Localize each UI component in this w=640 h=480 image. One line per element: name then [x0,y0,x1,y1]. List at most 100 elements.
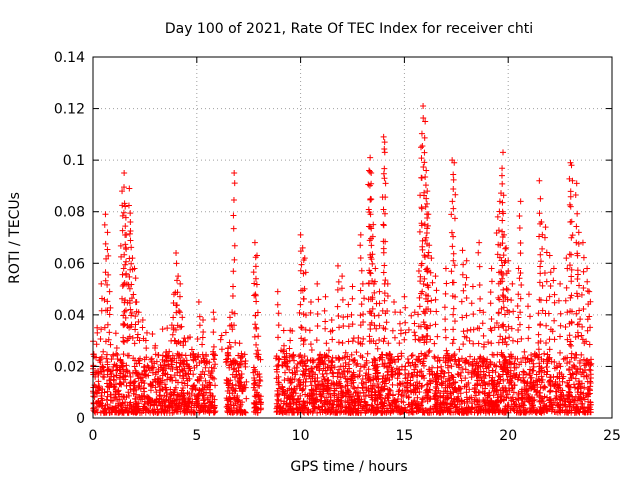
data-point [349,377,356,384]
data-point [450,171,457,178]
data-point [534,378,541,385]
data-point [450,205,457,212]
data-point [477,353,484,360]
data-point [138,379,145,386]
data-point [357,287,364,294]
data-point [520,409,527,416]
data-point [281,354,288,361]
data-point [250,364,257,371]
data-point [545,310,552,317]
data-point [124,352,131,359]
data-point [491,385,498,392]
data-point [421,149,428,156]
data-point [380,372,387,379]
data-point [339,390,346,397]
data-point [539,407,546,414]
data-point [358,301,365,308]
data-point [338,398,345,405]
data-point [157,393,164,400]
data-point [195,392,202,399]
data-point [502,245,509,252]
data-point [411,320,418,327]
data-point [357,312,364,319]
data-point [119,409,126,416]
data-point [208,399,215,406]
data-point [411,398,418,405]
data-point [309,375,316,382]
grid-lines [93,57,612,418]
data-point [158,379,165,386]
data-point [482,406,489,413]
data-point [126,285,133,292]
data-point [147,356,154,363]
data-point [584,378,591,385]
data-point [494,394,501,401]
data-point [175,307,182,314]
data-point [112,386,119,393]
data-point [296,382,303,389]
data-point [428,409,435,416]
data-point [104,351,111,358]
data-point [337,409,344,416]
data-point [113,344,120,351]
data-point [176,363,183,370]
data-point [338,394,345,401]
x-tick-label: 0 [89,428,98,444]
data-point [535,346,542,353]
data-point [230,283,237,290]
data-point [569,370,576,377]
data-point [275,361,282,368]
data-point [512,374,519,381]
data-point [543,371,550,378]
data-point [308,386,315,393]
data-point [211,404,218,411]
data-point [450,279,457,286]
data-point [127,227,134,234]
data-point [537,321,544,328]
data-point [500,387,507,394]
data-point [416,388,423,395]
data-point [564,309,571,316]
data-point [424,215,431,222]
data-point [358,396,365,403]
data-point [537,394,544,401]
data-point [458,298,465,305]
data-point [530,379,537,386]
data-point [405,370,412,377]
data-point [525,324,532,331]
data-point [141,356,148,363]
data-point [395,366,402,373]
data-point [160,364,167,371]
data-point [584,288,591,295]
data-point [349,295,356,302]
data-point [455,384,462,391]
data-point [499,165,506,172]
data-point [556,397,563,404]
data-point [381,210,388,217]
data-point [274,387,281,394]
data-point [275,334,282,341]
data-point [579,239,586,246]
data-point [102,269,109,276]
data-point [412,336,419,343]
data-point [253,298,260,305]
data-point [240,385,247,392]
data-point [231,395,238,402]
data-point [497,397,504,404]
data-point [145,394,152,401]
data-point [459,247,466,254]
data-point [317,409,324,416]
data-point [112,330,119,337]
data-point [580,254,587,261]
y-tick-label: 0.12 [54,102,85,118]
data-point [357,242,364,249]
data-point [441,370,448,377]
data-point [569,232,576,239]
data-point [380,170,387,177]
data-point [544,351,551,358]
data-point [388,371,395,378]
data-point [297,231,304,238]
data-point [402,363,409,370]
data-point [149,369,156,376]
data-point [394,353,401,360]
